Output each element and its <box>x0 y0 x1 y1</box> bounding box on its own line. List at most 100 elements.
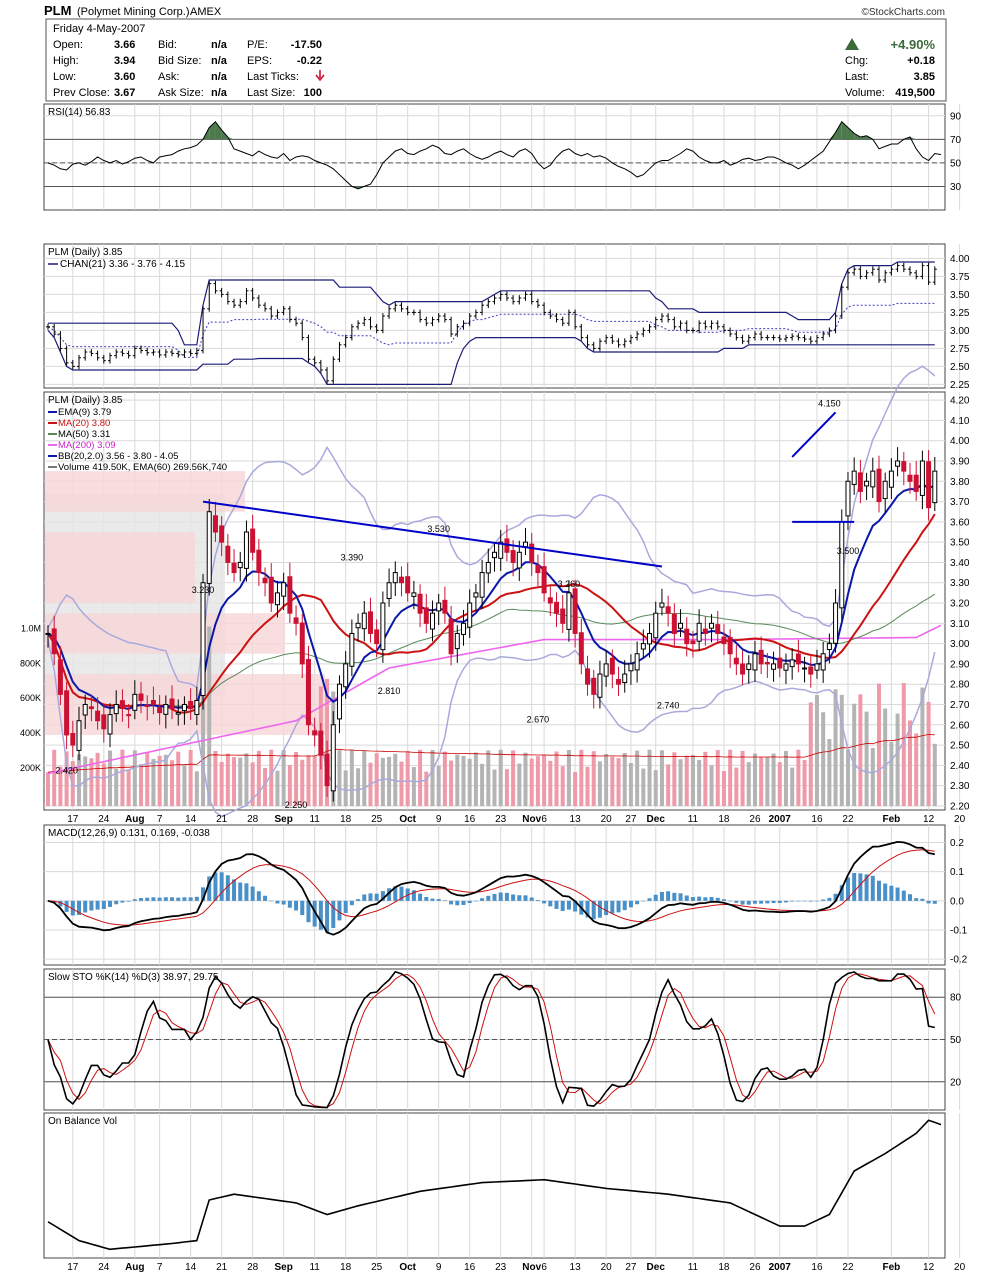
candle-body <box>293 617 299 624</box>
volume-bar <box>604 754 609 806</box>
volume-bar <box>356 768 361 806</box>
macd-histogram-bar <box>616 900 621 913</box>
macd-histogram-bar <box>467 900 472 904</box>
candle-body <box>76 720 82 751</box>
candle-body <box>554 601 560 614</box>
volume-bar <box>163 754 168 806</box>
macd-histogram-bar <box>814 900 819 902</box>
x-tick-label: 21 <box>216 814 228 825</box>
macd-histogram-bar <box>132 899 137 901</box>
candle-body <box>678 622 684 629</box>
volume-bar <box>498 749 503 806</box>
price-panel-y-tick-label: 3.60 <box>950 517 970 528</box>
candle-body <box>671 613 677 634</box>
candle-body <box>330 724 336 792</box>
macd-histogram-bar <box>833 893 838 901</box>
candle-body <box>647 632 653 645</box>
macd-histogram-bar <box>387 888 392 901</box>
macd-histogram-bar <box>690 897 695 901</box>
x-tick-label: 13 <box>570 814 582 825</box>
volume-axis-label: 400K <box>20 728 41 738</box>
ask-size-label: Ask Size: <box>158 87 204 99</box>
volume-bar <box>870 747 875 806</box>
price-panel-y-tick-label: 4.20 <box>950 396 970 407</box>
volume-bar <box>808 702 813 806</box>
macd-histogram-bar <box>647 898 652 901</box>
macd-histogram-bar <box>858 873 863 901</box>
macd-histogram-bar <box>560 900 565 912</box>
x-tick-label: Dec <box>647 1262 666 1273</box>
volume-bar <box>213 751 218 806</box>
volume-bar <box>281 750 286 806</box>
macd-histogram-bar <box>269 900 274 902</box>
macd-histogram-bar <box>523 895 528 901</box>
candle-body <box>888 470 894 488</box>
candle-body <box>541 566 547 594</box>
macd-histogram-bar <box>845 877 850 901</box>
rsi-overbought-fill <box>841 121 848 140</box>
x-tick-label: 11 <box>688 1262 699 1273</box>
candle-body <box>398 576 404 584</box>
up-triangle-icon <box>845 38 859 50</box>
volume-bar <box>597 761 602 806</box>
macd-histogram-bar <box>914 898 919 901</box>
candle-body <box>200 582 206 696</box>
macd-histogram-bar <box>306 900 311 923</box>
volume-axis-label: 1.0M <box>21 623 41 633</box>
volume-by-price-zone <box>45 532 195 604</box>
macd-histogram-bar <box>666 891 671 901</box>
volume-bar <box>610 756 615 806</box>
x-tick-label: 25 <box>371 1262 383 1273</box>
volume-bar <box>480 763 485 806</box>
volume-bar <box>151 759 156 806</box>
candle-body <box>634 653 640 671</box>
volume-bar <box>907 720 912 806</box>
volume-bar <box>752 753 757 806</box>
x-tick-label: 13 <box>570 1262 582 1273</box>
candle-body <box>907 474 913 482</box>
candle-body <box>702 628 708 634</box>
volume-bar <box>845 749 850 806</box>
x-tick-label: 21 <box>216 1262 228 1273</box>
volume-bar <box>864 711 869 806</box>
rsi-overbought-fill <box>860 135 867 140</box>
volume-bar <box>312 755 317 806</box>
candle-body <box>808 666 814 675</box>
macd-histogram-bar <box>678 893 683 901</box>
macd-histogram-bar <box>548 900 553 907</box>
high-label: High: <box>53 55 79 67</box>
candle-body <box>566 592 572 630</box>
x-tick-label: 26 <box>749 814 761 825</box>
volume-bar <box>263 767 268 806</box>
volume-bar <box>244 753 249 806</box>
price-panel-y-tick-label: 4.10 <box>950 416 970 427</box>
macd-histogram-bar <box>641 900 646 902</box>
volume-bar <box>157 755 162 806</box>
candle-body <box>752 653 758 671</box>
macd-histogram-bar <box>883 883 888 901</box>
stochastic-panel-y-tick-label: 80 <box>950 993 962 1004</box>
macd-histogram-bar <box>759 900 764 904</box>
volume-bar <box>715 750 720 806</box>
candle-body <box>380 602 386 651</box>
candle-body <box>169 698 175 710</box>
candle-body <box>429 612 435 630</box>
candle-body <box>150 700 156 705</box>
macd-histogram-bar <box>58 900 63 907</box>
volume-bar <box>46 772 50 806</box>
volume-label: Volume: <box>845 87 885 99</box>
price-annotation: 4.150 <box>818 398 841 408</box>
volume-bar <box>659 750 664 806</box>
macd-histogram-bar <box>368 893 373 901</box>
macd-histogram-bar <box>535 899 540 901</box>
candle-body <box>206 511 212 584</box>
candle-body <box>212 515 218 533</box>
volume-bar <box>170 760 175 806</box>
candle-body <box>820 653 826 671</box>
candle-body <box>175 712 181 715</box>
x-tick-label: 20 <box>954 1262 966 1273</box>
candle-body <box>374 629 380 645</box>
macd-histogram-bar <box>256 891 261 901</box>
volume-bar <box>300 759 305 806</box>
volume-axis-label: 200K <box>20 763 41 773</box>
